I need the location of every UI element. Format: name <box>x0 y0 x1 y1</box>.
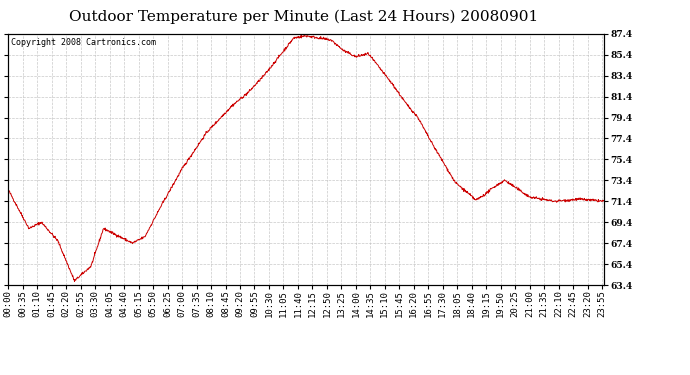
Text: Outdoor Temperature per Minute (Last 24 Hours) 20080901: Outdoor Temperature per Minute (Last 24 … <box>69 9 538 24</box>
Text: Copyright 2008 Cartronics.com: Copyright 2008 Cartronics.com <box>11 38 156 46</box>
